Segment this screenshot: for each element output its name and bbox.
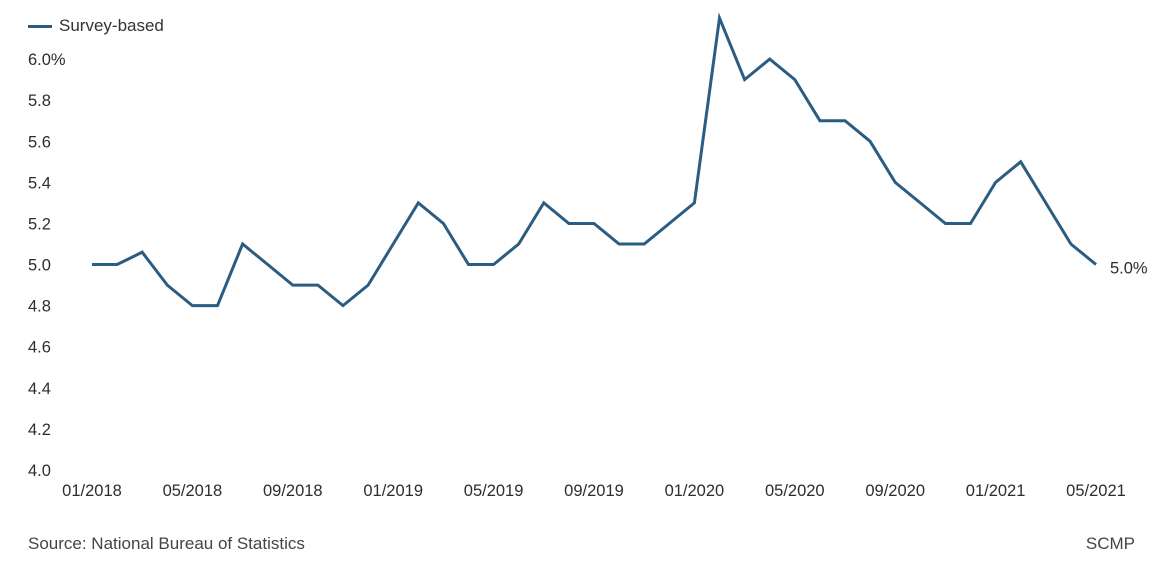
x-tick-label: 09/2018 — [263, 482, 323, 500]
source-note: Source: National Bureau of Statistics — [28, 534, 305, 553]
y-tick-label: 4.6 — [28, 339, 51, 357]
y-tick-label: 4.8 — [28, 298, 51, 316]
legend: Survey-based — [28, 16, 164, 36]
x-tick-label: 05/2021 — [1066, 482, 1126, 500]
x-tick-label: 01/2018 — [62, 482, 122, 500]
y-tick-label: 5.0 — [28, 257, 51, 275]
plot-area: 5.0% — [92, 12, 1148, 308]
end-value-label: 5.0% — [1110, 260, 1148, 278]
legend-swatch — [28, 24, 52, 28]
x-tick-label: 05/2020 — [765, 482, 825, 500]
x-tick-label: 05/2019 — [464, 482, 524, 500]
y-tick-label: 5.4 — [28, 174, 51, 192]
x-tick-label: 05/2018 — [163, 482, 223, 500]
x-tick-label: 01/2021 — [966, 482, 1026, 500]
series-line-survey-based — [92, 12, 1097, 308]
y-tick-label: 4.2 — [28, 421, 51, 439]
legend-label: Survey-based — [59, 16, 164, 35]
y-tick-label: 4.0 — [28, 462, 51, 480]
y-tick-label: 4.4 — [28, 380, 51, 398]
x-tick-label: 01/2020 — [665, 482, 725, 500]
y-tick-label: 5.2 — [28, 215, 51, 233]
y-tick-label: 5.6 — [28, 133, 51, 151]
y-tick-label: 6.0% — [28, 51, 66, 69]
x-axis: 01/2018 05/2018 09/2018 01/2019 05/2019 09/20… — [62, 482, 1126, 500]
x-tick-label: 09/2020 — [865, 482, 925, 500]
y-tick-label: 5.8 — [28, 92, 51, 110]
credit-label: SCMP — [1085, 534, 1135, 553]
y-axis: 4.0 4.2 4.4 4.6 4.8 5.0 5.2 5.4 5.6 5.8 6.0% — [28, 51, 66, 480]
x-tick-label: 01/2019 — [363, 482, 423, 500]
x-tick-label: 09/2019 — [564, 482, 624, 500]
